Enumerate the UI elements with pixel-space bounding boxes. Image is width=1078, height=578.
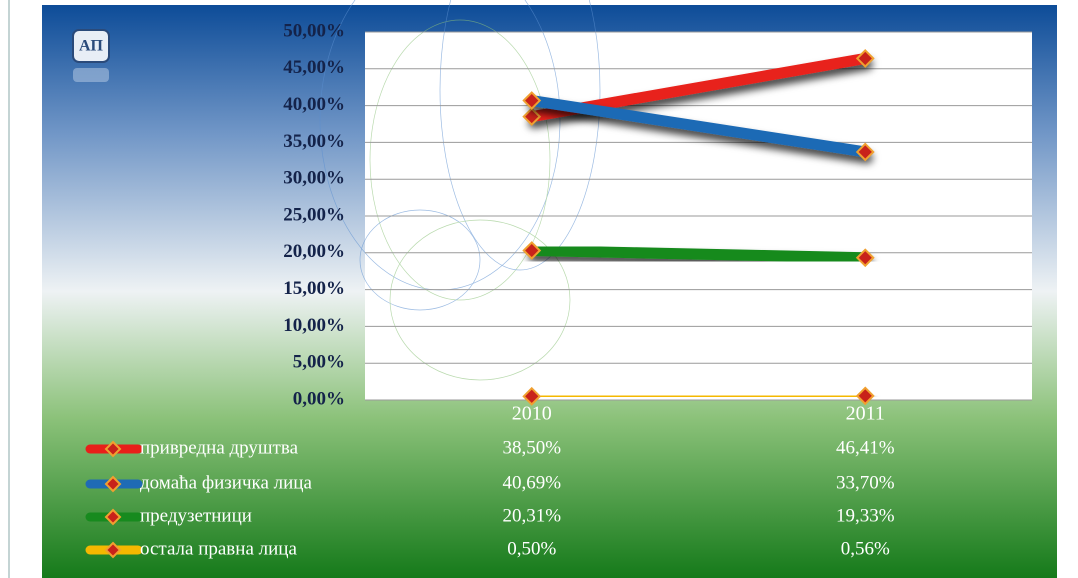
series-line — [526, 95, 871, 158]
value-label: 0,56% — [841, 538, 890, 559]
value-label: 0,50% — [507, 538, 556, 559]
point-marker — [855, 386, 875, 406]
legend-marker — [104, 541, 122, 559]
point-marker — [522, 241, 542, 260]
y-tick-label: 30,00% — [283, 168, 345, 189]
series-line — [526, 245, 871, 264]
decoration — [319, 0, 601, 381]
point-marker — [855, 142, 875, 162]
value-label: 19,33% — [836, 505, 895, 526]
y-tick-label: 45,00% — [283, 57, 345, 78]
legend-label: остала правна лица — [140, 538, 297, 559]
y-tick-label: 25,00% — [283, 204, 345, 225]
legend-label: привредна друштва — [140, 437, 299, 458]
x-tick-label: 2011 — [846, 403, 885, 425]
value-label: 20,31% — [502, 505, 561, 526]
y-tick-label: 40,00% — [283, 94, 345, 115]
y-tick-label: 35,00% — [283, 131, 345, 152]
value-label: 40,69% — [502, 472, 561, 493]
legend-marker — [104, 440, 122, 458]
logo: AП — [72, 29, 110, 82]
point-marker — [855, 49, 875, 68]
svg-text:AП: AП — [79, 38, 104, 55]
value-label: 33,70% — [836, 472, 895, 493]
y-tick-label: 10,00% — [283, 315, 345, 336]
point-marker — [522, 386, 542, 406]
x-tick-label: 2010 — [512, 403, 552, 425]
value-label: 38,50% — [502, 437, 561, 458]
legend-marker — [104, 508, 122, 526]
point-marker — [522, 91, 542, 110]
y-tick-label: 50,00% — [283, 20, 345, 41]
legend-label: домаћа физичка лица — [140, 472, 312, 493]
y-tick-label: 15,00% — [283, 278, 345, 299]
y-tick-label: 20,00% — [283, 241, 345, 262]
value-label: 46,41% — [836, 437, 895, 458]
y-tick-label: 0,00% — [293, 388, 345, 409]
legend-label: предузетници — [140, 505, 252, 526]
y-tick-label: 5,00% — [293, 352, 345, 373]
point-marker — [522, 107, 542, 127]
legend-marker — [104, 475, 122, 493]
point-marker — [855, 248, 875, 268]
